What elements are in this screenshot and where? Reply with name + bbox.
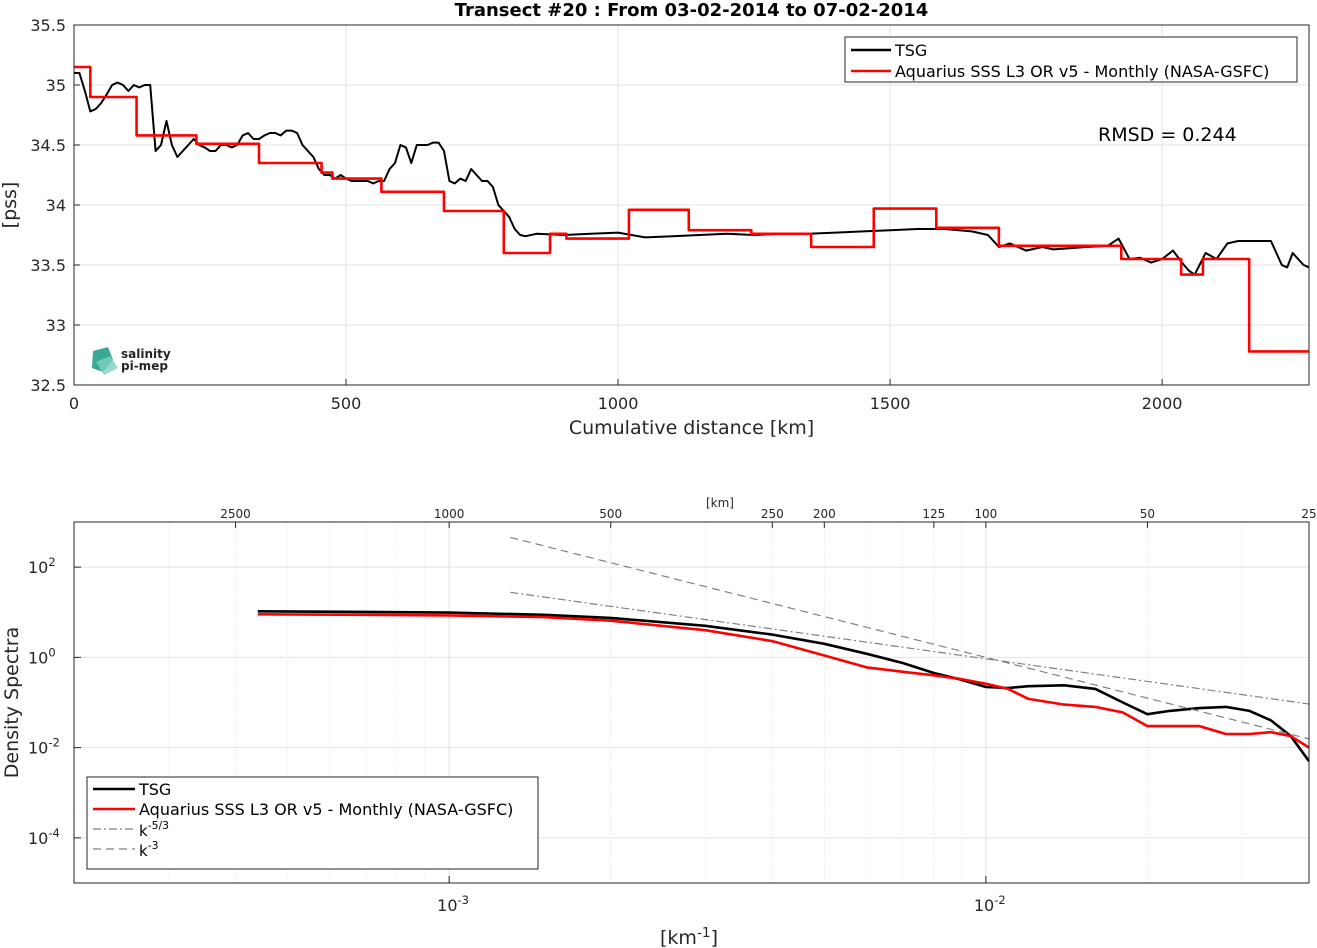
legend-entry: TSG (138, 780, 171, 799)
series-line-tsg (74, 72, 1310, 276)
reference-line-k-3 (510, 536, 1310, 740)
x-tick-label: 500 (331, 394, 362, 413)
legend-entry: Aquarius SSS L3 OR v5 - Monthly (NASA-GS… (895, 62, 1269, 81)
y-tick-label: 35 (46, 76, 66, 95)
y-axis-label: [pss] (0, 182, 21, 229)
rmsd-annotation: RMSD = 0.244 (1098, 124, 1237, 146)
top-tick-label: 125 (922, 507, 945, 521)
x-tick-label: 10-3 (437, 893, 469, 915)
y-tick-label: 33 (46, 316, 66, 335)
y-tick-label: 102 (28, 555, 56, 577)
top-tick-label: 2500 (220, 507, 251, 521)
logo-text: salinity (121, 347, 171, 361)
series-line-aquarius (74, 65, 1309, 353)
logo-mark (96, 356, 118, 375)
legend-entry: Aquarius SSS L3 OR v5 - Monthly (NASA-GS… (139, 800, 513, 819)
y-tick-label: 33.5 (30, 256, 66, 275)
legend-entry: k-5/3 (139, 819, 169, 840)
top-axis-label: [km] (706, 496, 734, 510)
y-tick-label: 32.5 (30, 376, 66, 395)
x-tick-label: 1000 (598, 394, 639, 413)
x-tick-label: 10-2 (974, 893, 1006, 915)
top-tick-label: 1000 (434, 507, 465, 521)
salinity-transect-chart: 0 500 1000 1500 2000 32.5 33 33.5 34 34.5 35 35.5 Tr… (0, 0, 1310, 439)
x-tick-label: 0 (69, 394, 79, 413)
legend-box (844, 36, 1298, 83)
y-tick-label: 10-2 (28, 736, 60, 758)
top-tick-label: 200 (813, 507, 836, 521)
y-tick-label: 10-4 (28, 826, 60, 848)
x-axis-label: [km-1] (660, 925, 718, 948)
x-tick-label: 2000 (1142, 394, 1183, 413)
y-tick-label: 100 (28, 645, 56, 667)
x-axis-label: Cumulative distance [km] (569, 417, 814, 439)
logo-text: pi-mep (121, 359, 168, 373)
series-line-aquarius (257, 613, 1310, 749)
legend-box (86, 776, 539, 870)
legend-entry: k-3 (139, 839, 158, 860)
chart-title: Transect #20 : From 03-02-2014 to 07-02-… (455, 0, 929, 21)
x-tick-label: 1500 (870, 394, 911, 413)
density-spectra-chart: 10-3 10-2 2500 1000 500 250 200 125 100 50 25 [km] 1… (1, 496, 1317, 948)
y-tick-label: 34 (46, 196, 66, 215)
axes-frame (73, 521, 1310, 884)
top-tick-label: 500 (599, 507, 622, 521)
y-tick-label: 34.5 (30, 136, 66, 155)
top-tick-label: 50 (1140, 507, 1155, 521)
top-tick-label: 25 (1301, 507, 1316, 521)
top-tick-label: 250 (761, 507, 784, 521)
reference-line-k-5-3 (510, 591, 1310, 705)
top-tick-label: 100 (974, 507, 997, 521)
y-axis-label: Density Spectra (1, 627, 23, 778)
y-tick-label: 35.5 (30, 16, 66, 35)
legend-entry: TSG (894, 41, 927, 60)
